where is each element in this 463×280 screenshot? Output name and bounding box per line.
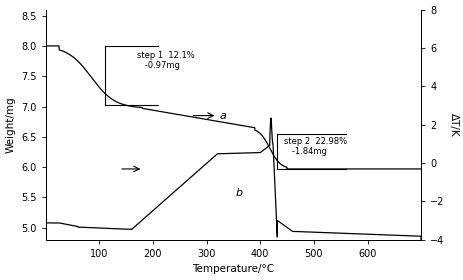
Text: a: a (219, 111, 226, 121)
Text: step 1  12.1%
   -0.97mg: step 1 12.1% -0.97mg (137, 51, 194, 70)
Y-axis label: ΔT/K: ΔT/K (447, 113, 457, 137)
Y-axis label: Weight/mg: Weight/mg (6, 96, 16, 153)
Text: step 2  22.98%
   -1.84mg: step 2 22.98% -1.84mg (284, 137, 347, 156)
Text: b: b (236, 188, 243, 198)
X-axis label: Temperature/°C: Temperature/°C (192, 264, 274, 274)
